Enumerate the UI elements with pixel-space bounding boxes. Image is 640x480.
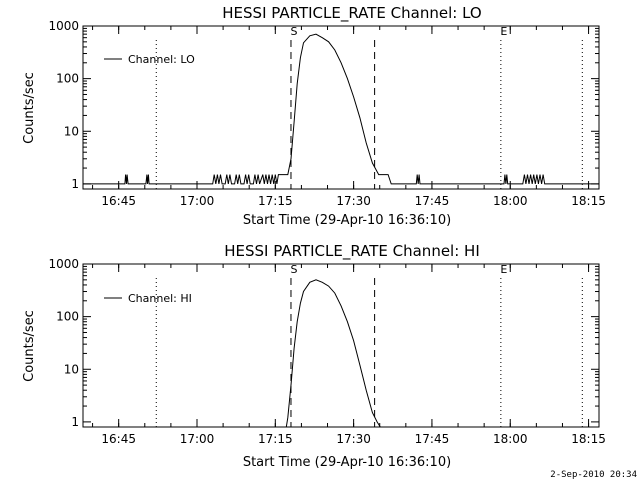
series-group: [285, 279, 381, 428]
y-tick-label: 10: [64, 124, 79, 138]
marker-label: S: [290, 25, 297, 38]
tick-group: 16:45 17:00 17:15 17:30 17:45 18:00 18:15 1 10 10…: [48, 19, 605, 208]
x-tick-label: 18:00: [493, 194, 528, 208]
x-tick-label: 17:45: [415, 432, 450, 446]
marker-label: E: [500, 25, 507, 38]
tick-group: 16:45 17:00 17:15 17:30 17:45 18:00 18:15 1 10 10…: [48, 257, 605, 446]
x-tick-label: 16:45: [101, 432, 136, 446]
x-tick-label: 17:30: [336, 432, 371, 446]
legend: Channel: HI: [104, 292, 192, 305]
plot-frame: [82, 263, 600, 428]
x-tick-label: 17:30: [336, 194, 371, 208]
y-axis-label: Counts/sec: [22, 310, 37, 382]
x-tick-label: 17:00: [180, 432, 215, 446]
legend: Channel: LO: [104, 53, 195, 66]
x-tick-label: 17:45: [415, 194, 450, 208]
footer-timestamp: 2-Sep-2010 20:34: [550, 470, 637, 480]
y-tick-label: 100: [56, 72, 79, 86]
x-tick-label: 17:00: [180, 194, 215, 208]
plot-frame: [82, 25, 600, 190]
x-tick-label: 17:15: [258, 194, 293, 208]
y-tick-label: 10: [64, 362, 79, 376]
marker-label: S: [290, 263, 297, 276]
x-tick-label: 16:45: [101, 194, 136, 208]
series-line: [285, 279, 381, 428]
legend-label: Channel: HI: [128, 292, 192, 305]
x-tick-label: 17:15: [258, 432, 293, 446]
x-tick-label: 18:15: [571, 194, 606, 208]
panel-lo: HESSI PARTICLE_RATE Channel: LO 16:45 17:…: [22, 4, 606, 228]
panel-hi: HESSI PARTICLE_RATE Channel: HI 16:45 17:…: [22, 242, 606, 470]
y-tick-label: 1: [71, 177, 79, 191]
legend-label: Channel: LO: [128, 53, 195, 66]
series-line: [83, 33, 599, 185]
x-tick-label: 18:00: [493, 432, 528, 446]
y-axis-label: Counts/sec: [22, 72, 37, 144]
y-tick-label: 100: [56, 310, 79, 324]
marker-label: E: [500, 263, 507, 276]
y-tick-label: 1000: [48, 257, 79, 271]
chart-title: HESSI PARTICLE_RATE Channel: LO: [222, 4, 481, 23]
series-group: [83, 33, 599, 185]
y-tick-label: 1: [71, 415, 79, 429]
y-tick-label: 1000: [48, 19, 79, 33]
x-axis-label: Start Time (29-Apr-10 16:36:10): [243, 455, 451, 470]
chart-title: HESSI PARTICLE_RATE Channel: HI: [224, 242, 480, 261]
x-axis-label: Start Time (29-Apr-10 16:36:10): [243, 213, 451, 228]
x-tick-label: 18:15: [571, 432, 606, 446]
